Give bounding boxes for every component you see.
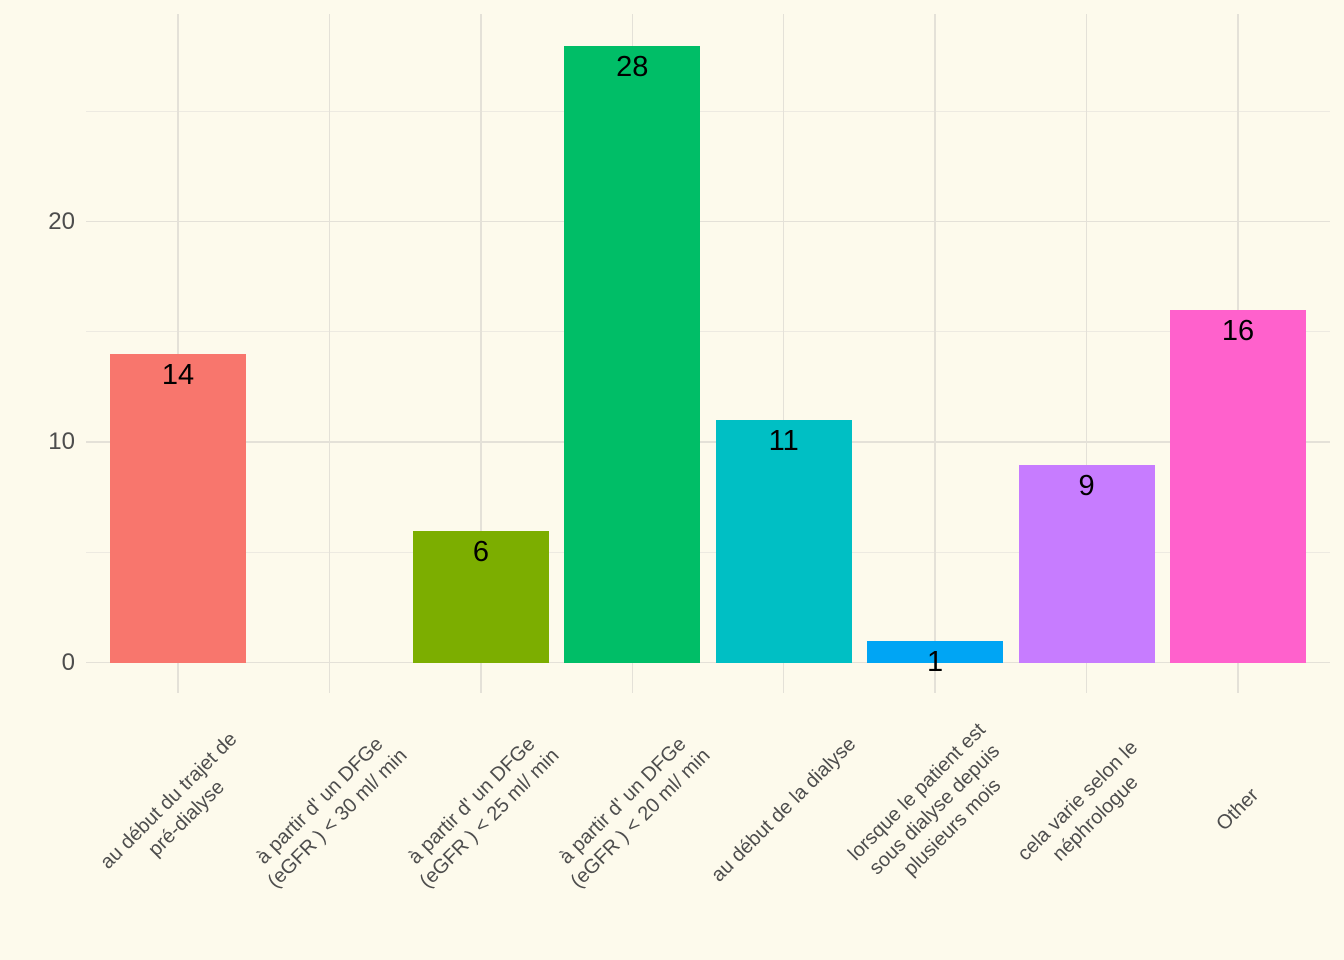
y-major-gridline: [86, 220, 1330, 223]
x-axis-category-label: au début de la dialyse: [706, 733, 860, 887]
bar-4: [564, 45, 701, 663]
bar-3: [412, 530, 549, 663]
x-axis-category-label: au début du trajet de pré-dialyse: [96, 728, 242, 874]
y-minor-gridline: [86, 551, 1330, 553]
bar-5: [715, 420, 852, 663]
bar-value-label: 16: [1221, 315, 1255, 348]
bar-value-label: 1: [927, 645, 944, 678]
x-gridline: [480, 14, 482, 693]
bar-value-label: 14: [161, 359, 195, 392]
x-gridline: [782, 14, 785, 693]
x-axis-category-label: cela varie selon le néphrologue: [1013, 736, 1143, 866]
y-minor-gridline: [86, 110, 1330, 112]
bar-8: [1170, 310, 1306, 663]
bar-6: [867, 640, 1004, 663]
y-major-gridline: [86, 661, 1330, 664]
bar-value-label: 11: [768, 425, 799, 458]
x-axis-category-label: à partir d' un DFGe (eGFR ) < 25 ml/ min: [404, 733, 564, 893]
bar-1: [110, 354, 246, 663]
x-axis-category-label: à partir d' un DFGe (eGFR ) < 20 ml/ min: [555, 733, 715, 893]
bar-7: [1018, 464, 1155, 663]
bar-value-label: 9: [1078, 469, 1095, 502]
x-axis-category-label: à partir d' un DFGe (eGFR ) < 30 ml/ min: [252, 733, 412, 893]
bar-value-label: 6: [472, 535, 489, 568]
x-axis-category-label: Other: [1212, 784, 1264, 836]
y-axis-tick-label: 20: [48, 207, 75, 235]
y-axis-tick-label: 0: [61, 648, 75, 676]
x-gridline: [1085, 14, 1088, 693]
x-gridline: [177, 14, 179, 693]
x-axis-category-label: lorsque le patient est sous dialyse depu…: [844, 718, 1006, 881]
x-gridline: [328, 14, 331, 693]
y-minor-gridline: [86, 331, 1330, 333]
y-major-gridline: [86, 441, 1330, 443]
bar-value-label: 28: [616, 50, 649, 83]
x-gridline: [934, 14, 936, 693]
y-axis-tick-label: 10: [48, 428, 75, 455]
